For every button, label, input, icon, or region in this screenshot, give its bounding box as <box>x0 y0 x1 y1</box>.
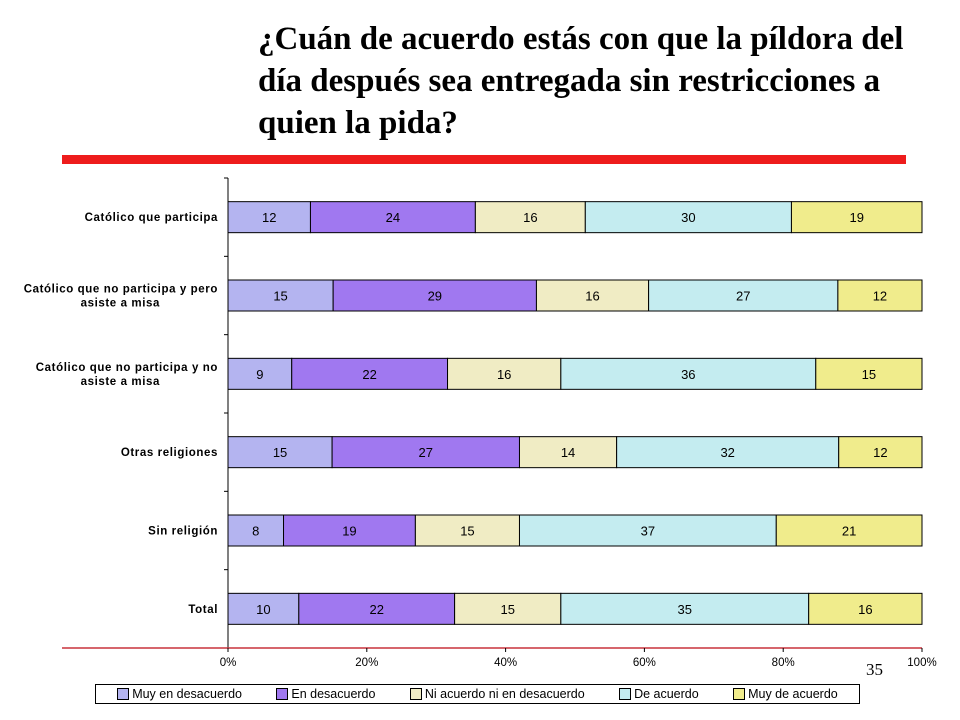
category-label: Sin religión <box>148 526 218 538</box>
data-label: 15 <box>273 445 287 460</box>
bar-segment <box>227 201 311 234</box>
legend-item: Ni acuerdo ni en desacuerdo <box>409 687 585 701</box>
stacked-bar-chart: Católico que participa Católico que no pa… <box>24 177 937 669</box>
data-label: 19 <box>849 210 863 225</box>
bar-segment <box>808 592 923 625</box>
data-label: 22 <box>362 367 376 382</box>
x-tick-label: 40% <box>494 657 517 669</box>
title-rule <box>62 155 906 164</box>
data-label: 16 <box>497 367 511 382</box>
data-label: 16 <box>585 289 599 304</box>
legend-item: De acuerdo <box>619 687 699 701</box>
bar-segment <box>291 357 449 390</box>
bar-segment <box>560 357 817 390</box>
bar-segment <box>454 592 562 625</box>
data-label: 36 <box>681 367 695 382</box>
x-tick-label: 0% <box>220 657 237 669</box>
bar-segment <box>283 514 416 547</box>
legend-label: Muy de acuerdo <box>748 687 838 701</box>
data-label: 10 <box>256 602 270 617</box>
slide-title: ¿Cuán de acuerdo estás con que la píldor… <box>258 21 904 141</box>
legend-swatch <box>619 688 632 700</box>
legend-swatch <box>409 688 422 700</box>
legend-item: En desacuerdo <box>276 687 375 701</box>
category-label: Otras religiones <box>121 447 218 459</box>
bar-segment <box>616 436 840 469</box>
data-label: 35 <box>678 602 692 617</box>
bar-segment <box>838 436 923 469</box>
bar-segment <box>535 279 650 312</box>
bars: 12 24 16 30 19 15 29 16 27 12 9 22 16 36 15 15 27 14 32 12 8… <box>227 201 923 625</box>
data-label: 15 <box>862 367 876 382</box>
bar-segment <box>332 279 537 312</box>
data-label: 16 <box>858 602 872 617</box>
x-tick-label: 60% <box>633 657 656 669</box>
legend-item: Muy de acuerdo <box>733 687 838 701</box>
data-label: 27 <box>419 445 433 460</box>
bar-segment <box>298 592 456 625</box>
category-label: Católico que no participa y no asiste a m… <box>36 362 218 388</box>
category-labels: Católico que participa Católico que no pa… <box>24 212 218 616</box>
legend: Muy en desacuerdo En desacuerdo Ni acuerdo… <box>95 684 860 704</box>
data-label: 8 <box>252 524 259 539</box>
x-tick-label: 100% <box>907 657 936 669</box>
data-label: 27 <box>736 289 750 304</box>
data-label: 12 <box>873 289 887 304</box>
bar-segment <box>790 201 923 234</box>
data-label: 37 <box>641 524 655 539</box>
bar-segment <box>331 436 520 469</box>
x-tick-label: 80% <box>772 657 795 669</box>
data-label: 19 <box>342 524 356 539</box>
axes: 0% 20% 40% 60% 80% 100% <box>62 177 937 669</box>
data-label: 15 <box>500 602 514 617</box>
x-tick-label: 20% <box>355 657 378 669</box>
bar-segment <box>815 357 923 390</box>
category-label: Católico que no participa y pero asiste a… <box>24 284 218 310</box>
data-label: 9 <box>256 367 263 382</box>
category-label: Total <box>188 604 218 616</box>
bar-segment <box>447 357 562 390</box>
bar-segment <box>775 514 923 547</box>
data-label: 15 <box>273 289 287 304</box>
data-label: 15 <box>460 524 474 539</box>
legend-label: Ni acuerdo ni en desacuerdo <box>424 687 585 701</box>
legend-swatch <box>276 688 289 700</box>
legend-label: De acuerdo <box>634 687 699 701</box>
bar-segment <box>560 592 810 625</box>
data-label: 29 <box>428 289 442 304</box>
data-label: 14 <box>561 445 575 460</box>
bar-segment <box>474 201 586 234</box>
category-label: Católico que participa <box>85 212 218 224</box>
data-label: 12 <box>262 210 276 225</box>
data-label: 21 <box>842 524 856 539</box>
data-label: 12 <box>873 445 887 460</box>
data-label: 30 <box>681 210 695 225</box>
page-number: 35 <box>866 660 883 679</box>
bar-segment <box>837 279 923 312</box>
data-label: 32 <box>720 445 734 460</box>
data-label: 24 <box>386 210 400 225</box>
bar-segment <box>518 436 618 469</box>
bar-segment <box>227 514 285 547</box>
legend-swatch <box>733 688 746 700</box>
legend-label: Muy en desacuerdo <box>132 687 242 701</box>
bar-segment <box>648 279 839 312</box>
data-label: 16 <box>523 210 537 225</box>
bar-segment <box>309 201 476 234</box>
bar-segment <box>414 514 520 547</box>
legend-swatch <box>117 688 130 700</box>
legend-label: En desacuerdo <box>291 687 376 701</box>
legend-item: Muy en desacuerdo <box>117 687 242 701</box>
data-label: 22 <box>369 602 383 617</box>
